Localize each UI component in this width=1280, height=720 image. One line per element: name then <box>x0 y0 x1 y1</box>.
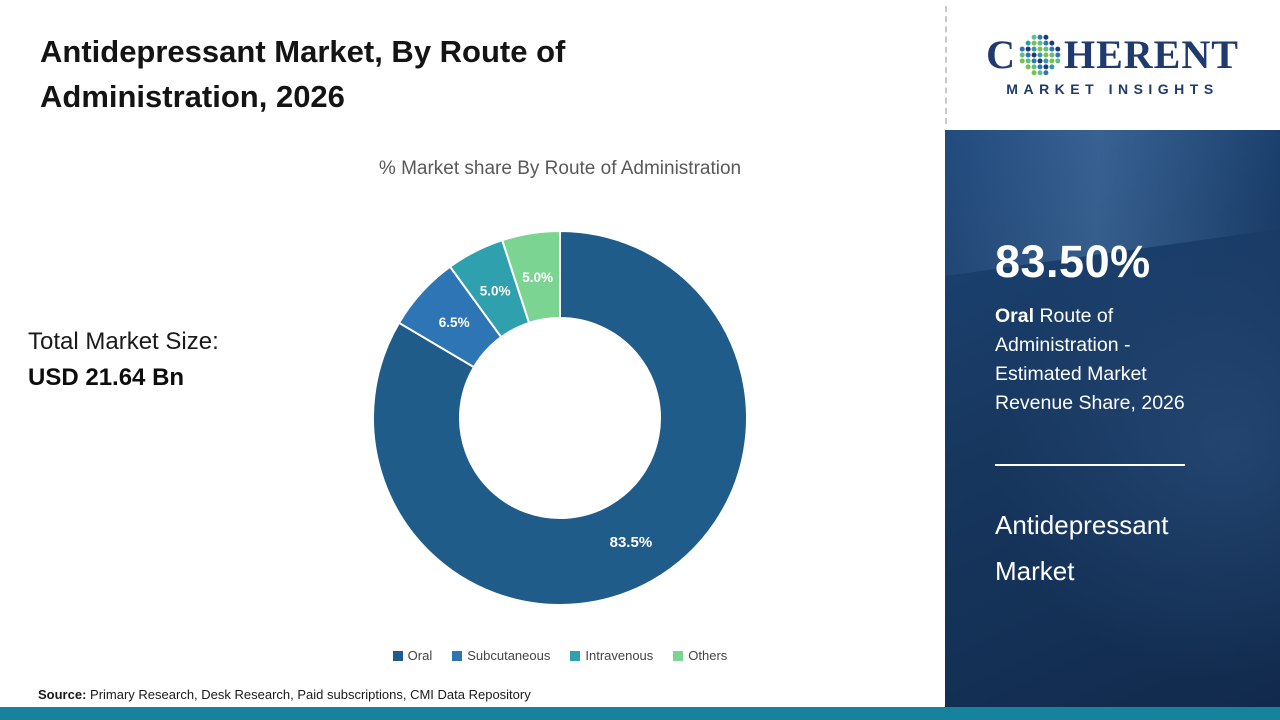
chart-legend: Oral Subcutaneous Intravenous Others <box>280 648 840 663</box>
slice-label-others: 5.0% <box>522 270 553 285</box>
brand-logo-area: C HERENT MARKET INSIGHTS <box>945 0 1280 130</box>
page-title: Antidepressant Market, By Route of Admin… <box>40 30 760 120</box>
slice-label-oral: 83.5% <box>610 534 653 551</box>
brand-logo: C HERENT <box>986 33 1239 77</box>
stat-description-text: Route of Administration - Estimated Mark… <box>995 305 1185 414</box>
legend-label: Others <box>688 648 728 663</box>
logo-letter-c: C <box>986 32 1016 77</box>
legend-swatch-icon <box>392 650 403 661</box>
panel-divider <box>995 464 1185 466</box>
legend-item-subcutaneous: Subcutaneous <box>452 648 550 663</box>
slice-label-subcutaneous: 6.5% <box>439 315 470 330</box>
page-title-line2: Administration, 2026 <box>40 78 345 114</box>
legend-item-oral: Oral <box>392 648 433 663</box>
total-market-size-value: USD 21.64 Bn <box>28 364 185 391</box>
stat-description: Oral Route of Administration - Estimated… <box>995 302 1213 418</box>
legend-label: Intravenous <box>585 648 654 663</box>
legend-swatch-icon <box>452 650 463 661</box>
source-line: Source: Primary Research, Desk Research,… <box>38 687 531 702</box>
source-text: Primary Research, Desk Research, Paid su… <box>86 687 531 702</box>
stat-description-bold: Oral <box>995 305 1035 327</box>
donut-slice-others <box>500 229 561 325</box>
legend-label: Oral <box>407 648 433 663</box>
logo-word-rest: HERENT <box>1063 32 1239 77</box>
highlight-panel-content: 83.50% Oral Route of Administration - Es… <box>945 130 1280 594</box>
panel-market-title: Antidepressant Market <box>995 502 1244 594</box>
panel-market-title-line1: Antidepressant <box>995 510 1169 540</box>
legend-swatch-icon <box>570 650 581 661</box>
legend-item-intravenous: Intravenous <box>570 648 653 663</box>
stat-value: 83.50% <box>995 236 1151 287</box>
slice-label-intravenous: 5.0% <box>480 284 511 299</box>
donut-chart-area: 83.5% 6.5% 5.0% 5.0% <box>365 223 755 613</box>
logo-subtitle: MARKET INSIGHTS <box>1006 81 1219 97</box>
legend-swatch-icon <box>673 650 684 661</box>
bottom-accent-strip <box>0 707 1280 720</box>
donut-slice-oral <box>372 229 748 606</box>
highlight-panel: 83.50% Oral Route of Administration - Es… <box>945 130 1280 707</box>
source-label: Source: <box>38 687 87 702</box>
total-market-size-label: Total Market Size: <box>28 328 219 355</box>
chart-subtitle: % Market share By Route of Administratio… <box>378 158 742 179</box>
legend-item-others: Others <box>673 648 727 663</box>
panel-market-title-line2: Market <box>995 556 1075 586</box>
logo-mosaic-o-icon <box>1019 34 1061 76</box>
donut-chart: 83.5% 6.5% 5.0% 5.0% <box>372 229 748 606</box>
page-title-line1: Antidepressant Market, By Route of <box>40 34 566 69</box>
legend-label: Subcutaneous <box>467 648 551 663</box>
